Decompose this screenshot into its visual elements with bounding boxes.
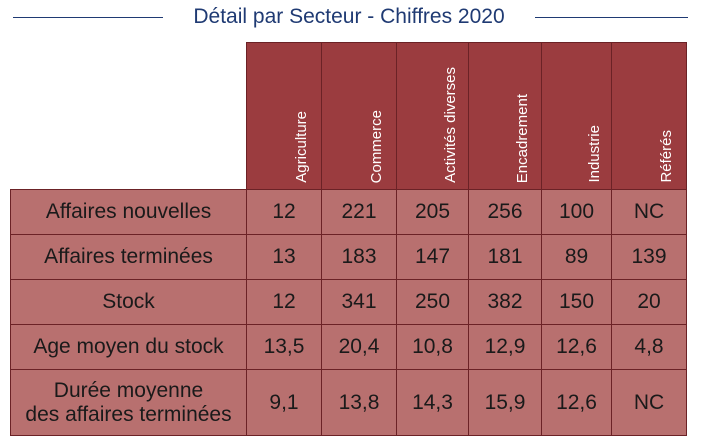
table-row: Durée moyenne des affaires terminées 9,1… — [10, 369, 687, 436]
table-cell: 139 — [611, 234, 687, 280]
page-title: Détail par Secteur - Chiffres 2020 — [193, 5, 505, 28]
column-header-label: Commerce — [368, 109, 385, 183]
corner-cell — [11, 43, 247, 190]
table-cell: 12,9 — [468, 324, 542, 370]
table-cell: 13 — [246, 234, 322, 280]
title-rule-left — [13, 17, 163, 18]
row-label-line: Durée moyenne — [53, 378, 204, 402]
table-cell: 14,3 — [396, 369, 469, 436]
table-cell: 382 — [468, 279, 542, 325]
table-cell: 12,6 — [541, 369, 612, 436]
table-cell: 183 — [321, 234, 397, 280]
row-label: Age moyen du stock — [10, 324, 247, 370]
table-row: Age moyen du stock 13,5 20,4 10,8 12,9 1… — [10, 324, 687, 370]
title-rule-right — [535, 17, 688, 18]
table-cell: 12,6 — [541, 324, 612, 370]
row-label: Affaires nouvelles — [10, 189, 247, 235]
table-cell: NC — [611, 189, 687, 235]
title-row: Détail par Secteur - Chiffres 2020 — [13, 0, 688, 34]
table-cell: 20 — [611, 279, 687, 325]
table-cell: 100 — [541, 189, 612, 235]
column-header-label: Activités diverses — [441, 67, 459, 183]
table-cell: 12 — [246, 189, 322, 235]
column-header: Activités diverses — [396, 42, 469, 190]
table-row: Affaires terminées 13 183 147 181 89 139 — [10, 234, 687, 280]
table-row: Affaires nouvelles 12 221 205 256 100 NC — [10, 189, 687, 235]
table-cell: 13,5 — [246, 324, 322, 370]
table-cell: 150 — [541, 279, 612, 325]
table-cell: 13,8 — [321, 369, 397, 436]
table-cell: 20,4 — [321, 324, 397, 370]
row-label-line: des affaires terminées — [25, 402, 232, 426]
column-header: Industrie — [541, 42, 612, 190]
column-header: Commerce — [321, 42, 397, 190]
column-header-label: Encadrement — [514, 93, 531, 183]
table-row: Stock 12 341 250 382 150 20 — [10, 279, 687, 325]
table-cell: 250 — [396, 279, 469, 325]
row-label: Durée moyenne des affaires terminées — [10, 369, 247, 436]
table-cell: 15,9 — [468, 369, 542, 436]
column-header-label: Référés — [658, 130, 675, 183]
table-cell: 221 — [321, 189, 397, 235]
column-header: Référés — [611, 42, 687, 190]
table-cell: 256 — [468, 189, 542, 235]
table-cell: 9,1 — [246, 369, 322, 436]
table-cell: 10,8 — [396, 324, 469, 370]
row-label: Affaires terminées — [10, 234, 247, 280]
header-row: Agriculture Commerce Activités diverses … — [11, 42, 687, 190]
column-header-label: Agriculture — [293, 111, 310, 183]
table-cell: 4,8 — [611, 324, 687, 370]
column-header-label: Industrie — [585, 125, 603, 183]
table-cell: 181 — [468, 234, 542, 280]
table-cell: 205 — [396, 189, 469, 235]
table-cell: 12 — [246, 279, 322, 325]
table-cell: NC — [611, 369, 687, 436]
row-label: Stock — [10, 279, 247, 325]
column-header: Encadrement — [468, 42, 542, 190]
table-cell: 147 — [396, 234, 469, 280]
table-cell: 89 — [541, 234, 612, 280]
column-header: Agriculture — [246, 42, 322, 190]
table-cell: 341 — [321, 279, 397, 325]
sector-table: Agriculture Commerce Activités diverses … — [10, 42, 687, 436]
